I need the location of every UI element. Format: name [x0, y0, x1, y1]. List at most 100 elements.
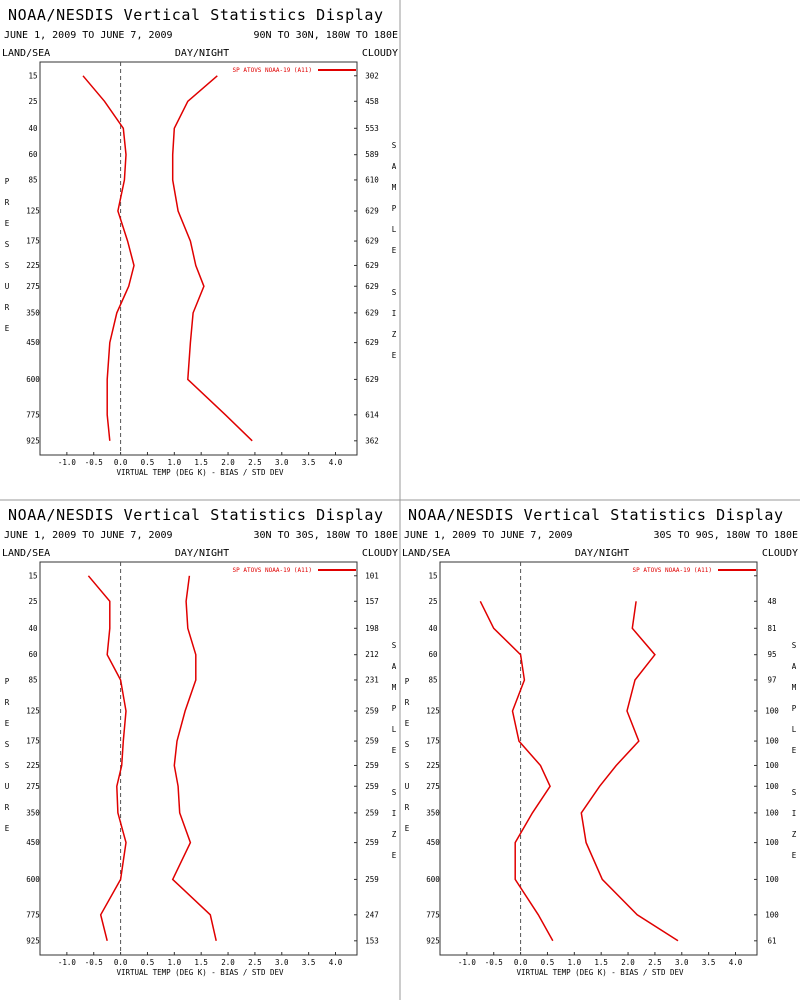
- y-tick-label: 600: [26, 375, 40, 384]
- x-tick-label: 3.0: [275, 958, 289, 967]
- x-tick-label: 2.0: [221, 958, 235, 967]
- y-tick-label: 225: [26, 761, 40, 770]
- y-tick-label: 350: [426, 808, 440, 817]
- sample-size-label: 101: [365, 571, 379, 580]
- x-tick-label: 3.5: [702, 958, 716, 967]
- y-tick-label: 40: [28, 124, 38, 133]
- cloud: CLOUDY: [362, 548, 398, 559]
- region: 90N TO 30N, 180W TO 180E: [254, 30, 399, 41]
- region: 30S TO 90S, 180W TO 180E: [654, 530, 799, 541]
- sample-size-label: 100: [765, 875, 779, 884]
- y-tick-label: 25: [28, 597, 37, 606]
- x-tick-label: -1.0: [458, 958, 477, 967]
- y-tick-label: 775: [26, 410, 40, 419]
- y-tick-label: 600: [26, 875, 40, 884]
- sample-size-label: 100: [765, 838, 779, 847]
- y-tick-label: 275: [26, 282, 40, 291]
- x-tick-label: 4.0: [329, 958, 343, 967]
- x-tick-label: 2.0: [621, 958, 635, 967]
- date-range: JUNE 1, 2009 TO JUNE 7, 2009: [4, 530, 173, 541]
- y-tick-label: 350: [26, 308, 40, 317]
- y-tick-label: 175: [426, 737, 440, 746]
- chart-title: NOAA/NESDIS Vertical Statistics Display: [8, 506, 384, 524]
- y-tick-label: 125: [26, 707, 40, 716]
- x-tick-label: 3.5: [302, 958, 316, 967]
- x-axis-label: VIRTUAL TEMP (DEG K) - BIAS / STD DEV: [116, 968, 284, 977]
- x-tick-label: 0.0: [114, 958, 128, 967]
- chart-title: NOAA/NESDIS Vertical Statistics Display: [408, 506, 784, 524]
- sample-size-label: 212: [365, 650, 379, 659]
- sample-size-label: 247: [365, 910, 379, 919]
- y-tick-label: 60: [28, 150, 38, 159]
- y-tick-label: 925: [426, 936, 440, 945]
- sample-size-label: 100: [765, 761, 779, 770]
- cloud: CLOUDY: [762, 548, 798, 559]
- y-tick-label: 275: [426, 782, 440, 791]
- plot-frame: [439, 561, 758, 956]
- y-tick-label: 40: [28, 624, 38, 633]
- legend-label: SP ATOVS NOAA-19 (A11): [233, 67, 312, 74]
- sample-size-label: 259: [365, 707, 379, 716]
- series-line: [171, 575, 217, 941]
- x-tick-label: -0.5: [85, 458, 103, 467]
- sample-size-label: 362: [365, 436, 379, 445]
- legend-label: SP ATOVS NOAA-19 (A11): [233, 567, 312, 574]
- x-tick-label: 0.0: [114, 458, 128, 467]
- y-tick-label: 85: [28, 675, 37, 684]
- y-tick-label: 350: [26, 808, 40, 817]
- sample-size-label: 198: [365, 624, 379, 633]
- sample-size-label: 231: [365, 675, 379, 684]
- x-tick-label: 1.5: [194, 458, 208, 467]
- sample-size-label: 100: [765, 910, 779, 919]
- x-tick-label: 1.0: [168, 958, 182, 967]
- day-night: DAY/NIGHT: [175, 548, 229, 559]
- sample-size-label: 589: [365, 150, 379, 159]
- y-tick-label: 15: [28, 71, 37, 80]
- y-tick-label: 450: [426, 838, 440, 847]
- land-sea: LAND/SEA: [402, 548, 450, 559]
- y-tick-label: 600: [426, 875, 440, 884]
- y-tick-label: 25: [428, 597, 437, 606]
- y-tick-label: 925: [26, 936, 40, 945]
- x-tick-label: 2.5: [248, 458, 262, 467]
- y-tick-label: 85: [28, 175, 37, 184]
- y-tick-label: 60: [28, 650, 38, 659]
- series-line: [479, 600, 554, 942]
- chart-panel: NOAA/NESDIS Vertical Statistics Display J…: [2, 506, 398, 977]
- sample-size-label: 97: [767, 675, 776, 684]
- series-line: [87, 575, 127, 941]
- day-night: DAY/NIGHT: [175, 48, 229, 59]
- y-tick-label: 450: [26, 838, 40, 847]
- x-tick-label: 3.5: [302, 458, 316, 467]
- sample-size-label: 629: [365, 308, 379, 317]
- y-tick-label: 15: [428, 571, 437, 580]
- x-tick-label: 0.5: [541, 958, 555, 967]
- sample-size-label: 458: [365, 97, 379, 106]
- x-tick-label: -0.5: [85, 958, 103, 967]
- y-tick-label: 15: [28, 571, 37, 580]
- sample-size-label: 100: [765, 707, 779, 716]
- y-tick-label: 925: [26, 436, 40, 445]
- y-tick-label: 125: [426, 707, 440, 716]
- plot-frame: [39, 61, 358, 456]
- y-tick-label: 25: [28, 97, 37, 106]
- sample-size-label: 48: [767, 597, 777, 606]
- sample-size-label: 100: [765, 782, 779, 791]
- x-tick-label: 1.0: [168, 458, 182, 467]
- sample-size-label: 81: [767, 624, 776, 633]
- chart-panel: NOAA/NESDIS Vertical Statistics Display J…: [402, 506, 798, 977]
- x-tick-label: 2.0: [221, 458, 235, 467]
- x-axis-label: VIRTUAL TEMP (DEG K) - BIAS / STD DEV: [116, 468, 284, 477]
- x-tick-label: 0.0: [514, 958, 528, 967]
- x-tick-label: -0.5: [485, 958, 503, 967]
- x-tick-label: 4.0: [729, 958, 743, 967]
- sample-size-label: 629: [365, 338, 379, 347]
- sample-size-label: 259: [365, 761, 379, 770]
